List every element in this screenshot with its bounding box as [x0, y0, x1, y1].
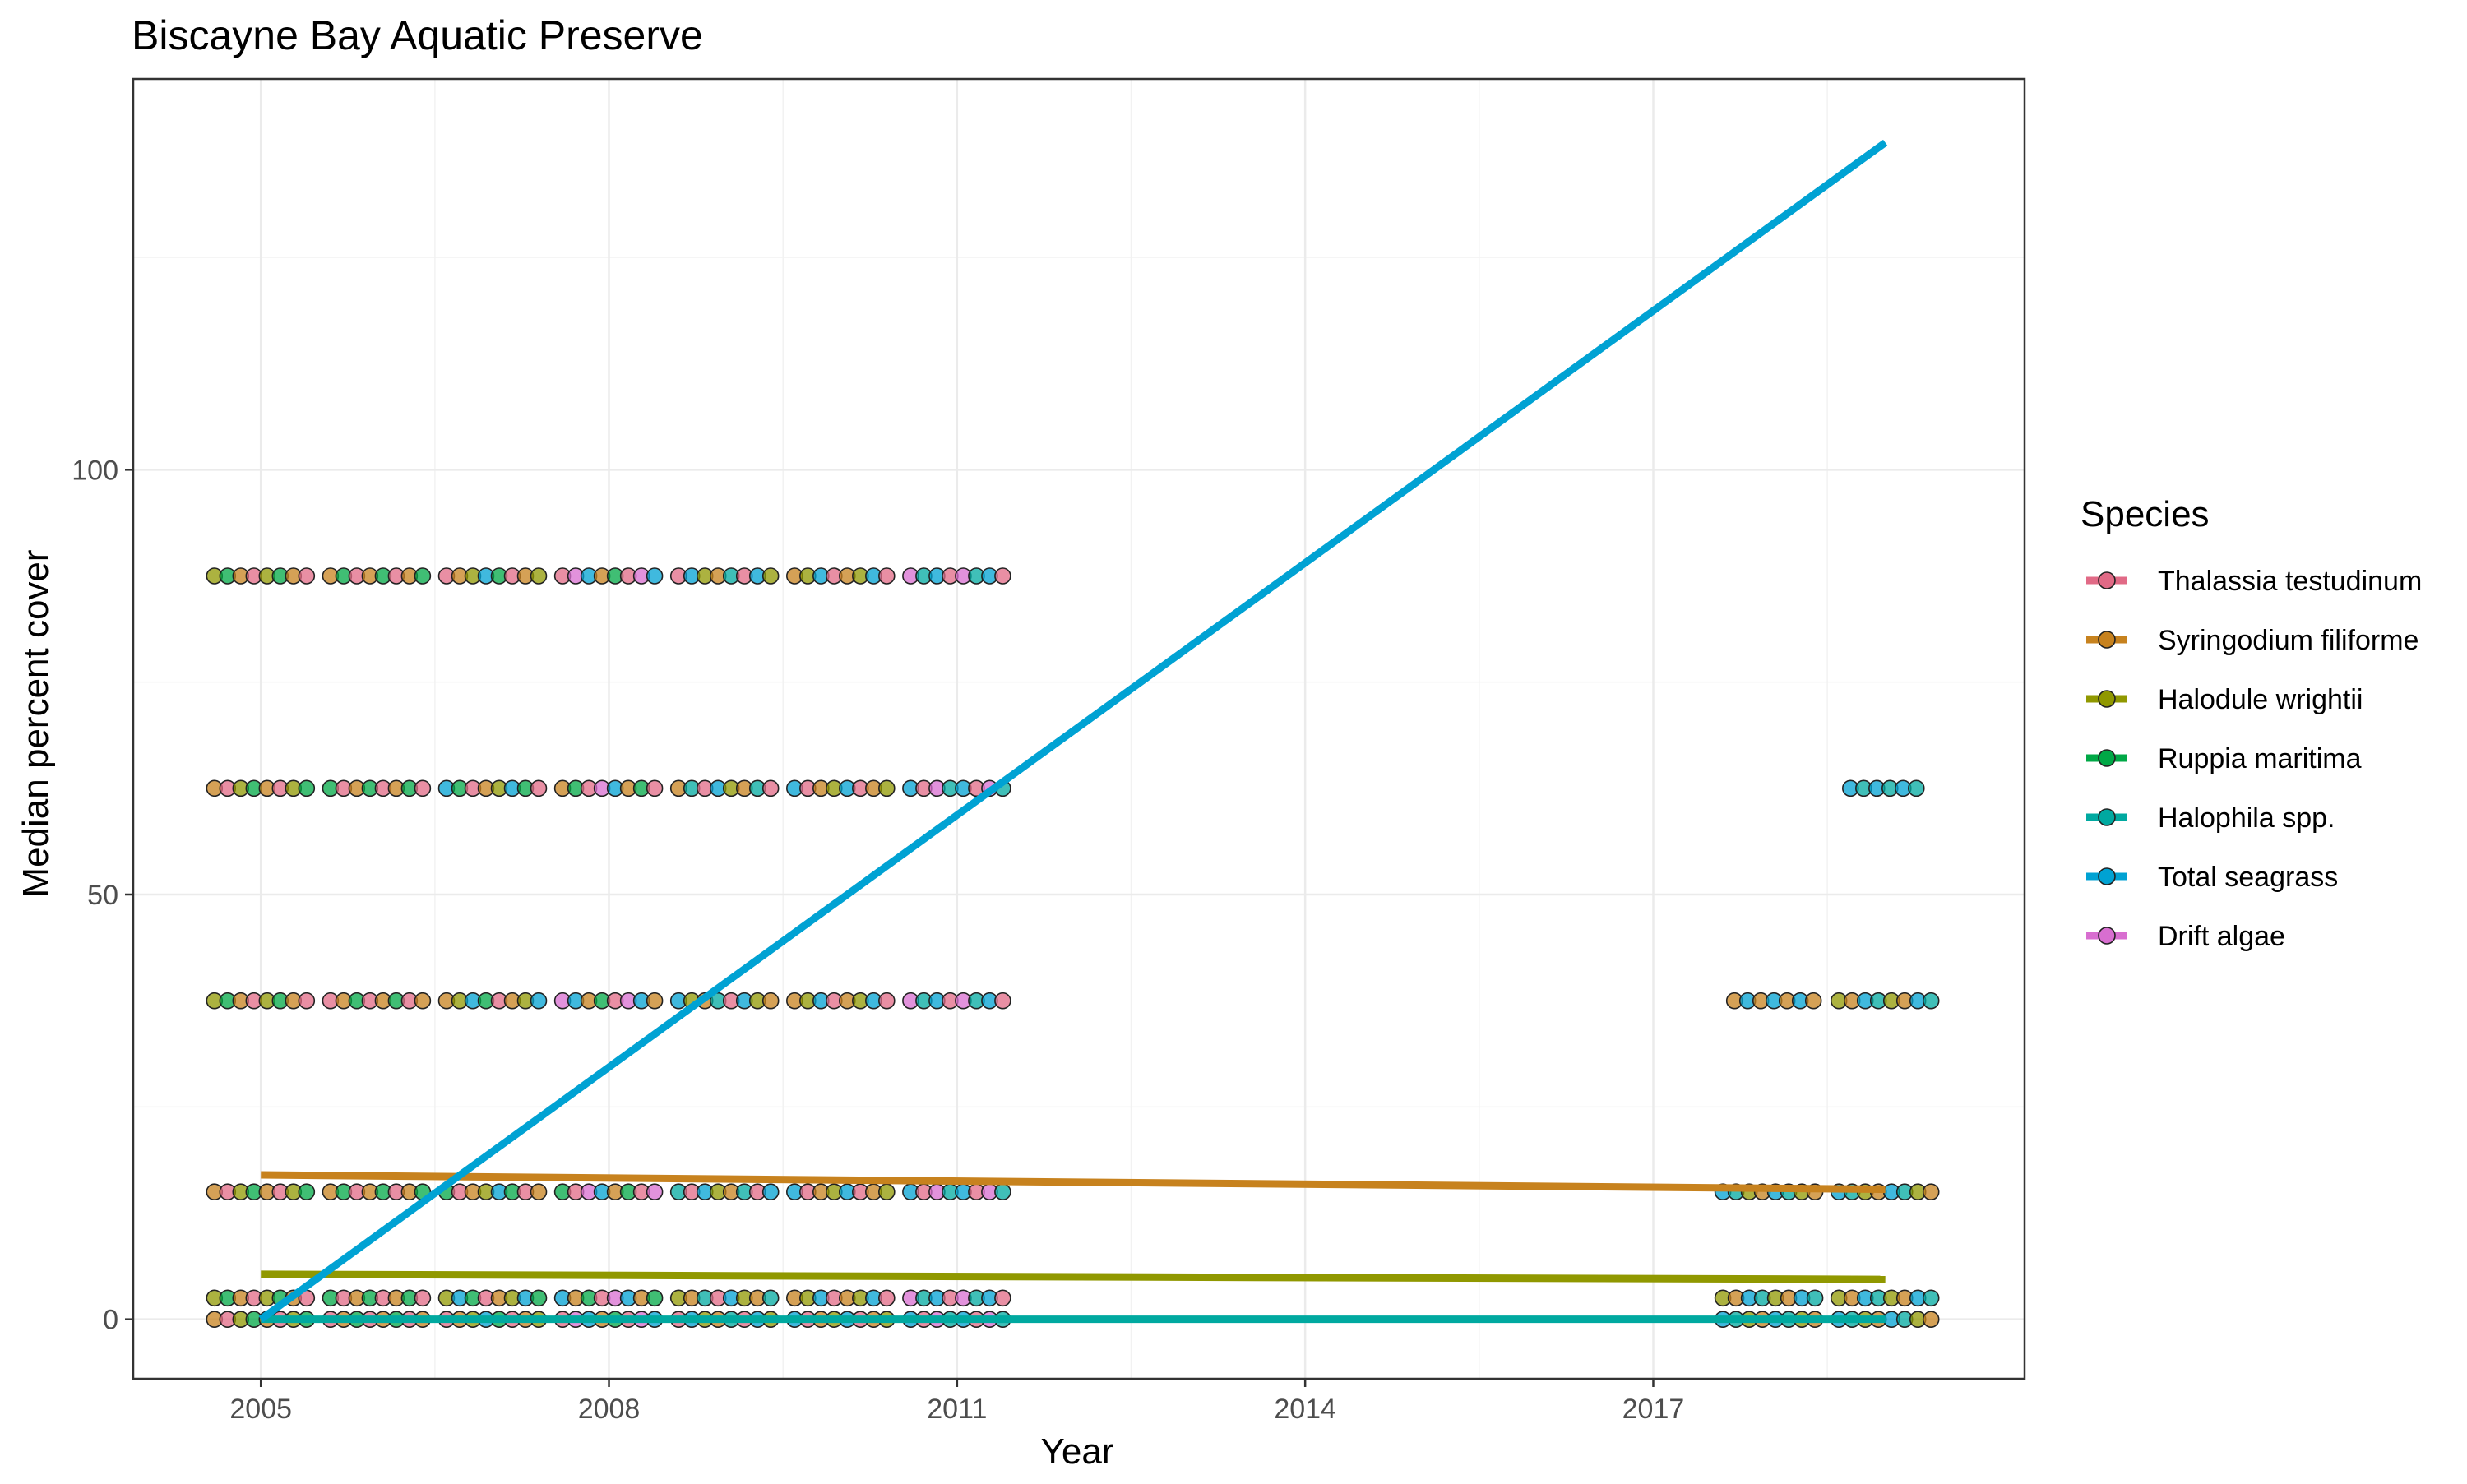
legend-label: Total seagrass [2158, 862, 2338, 893]
legend-item: Thalassia testudinum [2086, 566, 2422, 597]
data-point [646, 1289, 664, 1307]
data-point [298, 779, 316, 797]
legend-item: Ruppia maritima [2086, 743, 2362, 774]
y-axis-title: Median percent cover [16, 549, 56, 897]
legend: Species Thalassia testudinum Syringodium … [2081, 494, 2422, 952]
legend-key-point [2098, 749, 2116, 767]
legend-key-point [2098, 571, 2116, 589]
data-point [298, 992, 316, 1010]
data-point [994, 567, 1011, 585]
data-point [414, 1289, 432, 1307]
trend-line [261, 1270, 1886, 1283]
data-point [646, 992, 664, 1010]
data-point [530, 992, 548, 1010]
data-point [761, 992, 780, 1010]
trend-line [258, 139, 1888, 1323]
trend-line [261, 1171, 1886, 1194]
grid-minor [133, 79, 2025, 1379]
legend-label: Syringodium filiforme [2158, 625, 2418, 656]
data-point [761, 567, 780, 585]
data-point [414, 779, 432, 797]
data-point [530, 567, 548, 585]
data-point [1804, 992, 1822, 1010]
legend-item: Halophila spp. [2086, 802, 2335, 834]
legend-label: Thalassia testudinum [2158, 566, 2422, 597]
data-point [994, 1289, 1011, 1307]
data-point [530, 779, 548, 797]
legend-item: Syringodium filiforme [2086, 625, 2418, 656]
data-point [994, 1183, 1011, 1200]
data-point [646, 1183, 664, 1200]
data-point [1908, 779, 1925, 797]
panel-border [132, 77, 2026, 1380]
legend-items: Thalassia testudinum Syringodium filiform… [2086, 566, 2422, 952]
legend-key-point [2098, 867, 2116, 885]
legend-key-point [2098, 808, 2116, 826]
data-point [878, 779, 896, 797]
data-point [1922, 1183, 1940, 1200]
data-point [1922, 1289, 1940, 1307]
data-point [761, 1183, 780, 1200]
legend-key-point [2098, 927, 2116, 945]
x-tick-label: 2014 [1274, 1394, 1336, 1425]
y-tick-label: 100 [72, 455, 118, 486]
data-point [878, 1289, 896, 1307]
legend-key-point [2098, 631, 2116, 649]
legend-title: Species [2081, 494, 2210, 534]
data-point [530, 1289, 548, 1307]
legend-item: Halodule wrightii [2086, 684, 2363, 715]
data-point [878, 992, 896, 1010]
data-point [878, 1183, 896, 1200]
y-axis: 0 50 100 [72, 455, 133, 1336]
x-tick-label: 2008 [578, 1394, 641, 1425]
legend-item: Total seagrass [2086, 862, 2338, 893]
legend-label: Halophila spp. [2158, 802, 2335, 834]
chart-title: Biscayne Bay Aquatic Preserve [132, 12, 703, 58]
data-point [1922, 992, 1940, 1010]
legend-label: Ruppia maritima [2158, 743, 2362, 774]
y-tick-label: 0 [103, 1305, 118, 1336]
data-point [1806, 1289, 1824, 1307]
data-point [298, 567, 316, 585]
data-point [414, 567, 432, 585]
x-axis: 2005 2008 2011 2014 2017 [229, 1379, 1684, 1425]
data-point [530, 1183, 548, 1200]
x-axis-title: Year [1041, 1431, 1114, 1472]
data-point [646, 567, 664, 585]
legend-label: Halodule wrightii [2158, 684, 2363, 715]
data-point [298, 1183, 316, 1200]
plot-border [132, 77, 2026, 1380]
trend-lines [258, 139, 1888, 1324]
data-point [878, 567, 896, 585]
x-tick-label: 2005 [229, 1394, 292, 1425]
data-point [761, 1289, 780, 1307]
data-point [414, 992, 432, 1010]
data-point [1922, 1311, 1940, 1328]
legend-item: Drift algae [2086, 921, 2285, 952]
x-tick-label: 2011 [927, 1394, 987, 1425]
legend-label: Drift algae [2158, 921, 2285, 952]
y-tick-label: 50 [87, 880, 118, 911]
x-tick-label: 2017 [1622, 1394, 1685, 1425]
data-point [994, 992, 1011, 1010]
data-point [761, 779, 780, 797]
data-point [646, 779, 664, 797]
legend-key-point [2098, 690, 2116, 708]
